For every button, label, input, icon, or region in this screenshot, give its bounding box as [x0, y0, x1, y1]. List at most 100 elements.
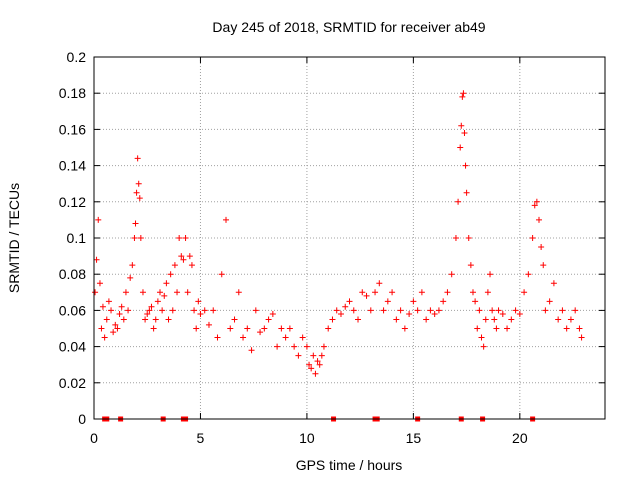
data-point: [99, 303, 106, 310]
data-point: [384, 298, 391, 305]
grid-lines: [94, 57, 605, 419]
data-point: [389, 289, 396, 296]
data-point: [531, 202, 538, 209]
data-point: [487, 271, 494, 278]
data-point: [157, 289, 164, 296]
data-point: [244, 325, 251, 332]
y-tick-label: 0.16: [59, 121, 86, 137]
data-point: [342, 303, 349, 310]
y-tick-label: 0.04: [59, 339, 86, 355]
y-tick-label: 0.18: [59, 85, 86, 101]
data-point: [252, 307, 259, 314]
data-point: [418, 289, 425, 296]
data-point: [129, 262, 136, 269]
data-point: [325, 325, 332, 332]
data-point: [231, 316, 238, 323]
data-point: [146, 307, 153, 314]
data-point: [152, 316, 159, 323]
data-point: [269, 311, 276, 318]
data-point: [414, 307, 421, 314]
data-point: [444, 289, 451, 296]
data-point: [227, 325, 234, 332]
data-point: [476, 307, 483, 314]
data-point: [122, 289, 129, 296]
data-point: [303, 343, 310, 350]
data-point: [508, 316, 515, 323]
data-point: [188, 262, 195, 269]
data-point: [278, 325, 285, 332]
data-point: [559, 307, 566, 314]
data-point: [132, 220, 139, 227]
data-point: [350, 307, 357, 314]
data-point: [118, 303, 125, 310]
data-point: [555, 316, 562, 323]
data-point: [320, 343, 327, 350]
data-point: [578, 334, 585, 341]
data-point: [306, 361, 313, 368]
data-point: [363, 292, 370, 299]
y-tick-label: 0.02: [59, 375, 86, 391]
data-point: [472, 298, 479, 305]
data-point: [533, 198, 540, 205]
data-point: [167, 271, 174, 278]
data-point: [372, 289, 379, 296]
data-point: [116, 311, 123, 318]
data-point: [538, 244, 545, 251]
data-point: [161, 292, 168, 299]
data-point: [205, 321, 212, 328]
data-point: [380, 307, 387, 314]
data-point: [174, 289, 181, 296]
data-point: [201, 307, 208, 314]
data-point: [257, 329, 264, 336]
x-tick-label: 15: [406, 430, 422, 446]
y-tick-label: 0: [78, 411, 86, 427]
data-point: [542, 307, 549, 314]
data-point: [274, 343, 281, 350]
data-point: [478, 334, 485, 341]
data-point: [540, 262, 547, 269]
y-tick-label: 0.08: [59, 266, 86, 282]
data-point: [493, 325, 500, 332]
data-point: [210, 307, 217, 314]
data-point: [525, 271, 532, 278]
data-points: [92, 90, 585, 377]
data-point: [265, 316, 272, 323]
data-point: [355, 316, 362, 323]
data-point: [460, 90, 467, 97]
data-point: [184, 289, 191, 296]
data-point: [576, 325, 583, 332]
data-point: [180, 256, 187, 263]
y-axis-label: SRMTID / TECUs: [6, 183, 22, 293]
data-point: [135, 180, 142, 187]
data-point: [316, 361, 323, 368]
data-point: [337, 311, 344, 318]
data-point: [193, 325, 200, 332]
data-point: [105, 298, 112, 305]
x-tick-label: 10: [299, 430, 315, 446]
data-point: [480, 343, 487, 350]
data-point: [299, 334, 306, 341]
data-point: [240, 334, 247, 341]
data-point: [333, 307, 340, 314]
data-point: [455, 198, 462, 205]
x-tick-label: 20: [512, 430, 528, 446]
data-point: [463, 189, 470, 196]
data-point: [452, 235, 459, 241]
data-point: [512, 307, 519, 314]
data-point: [529, 235, 536, 241]
data-point: [98, 325, 105, 332]
data-point: [139, 289, 146, 296]
data-point: [431, 311, 438, 318]
data-point: [550, 280, 557, 287]
data-point: [95, 216, 102, 223]
data-point: [112, 321, 119, 328]
data-point: [103, 316, 110, 323]
data-point: [367, 307, 374, 314]
data-point: [521, 289, 528, 296]
data-point: [291, 343, 298, 350]
data-point: [159, 307, 166, 314]
data-point: [235, 289, 242, 296]
data-point: [171, 262, 178, 269]
x-axis-label: GPS time / hours: [296, 457, 403, 473]
